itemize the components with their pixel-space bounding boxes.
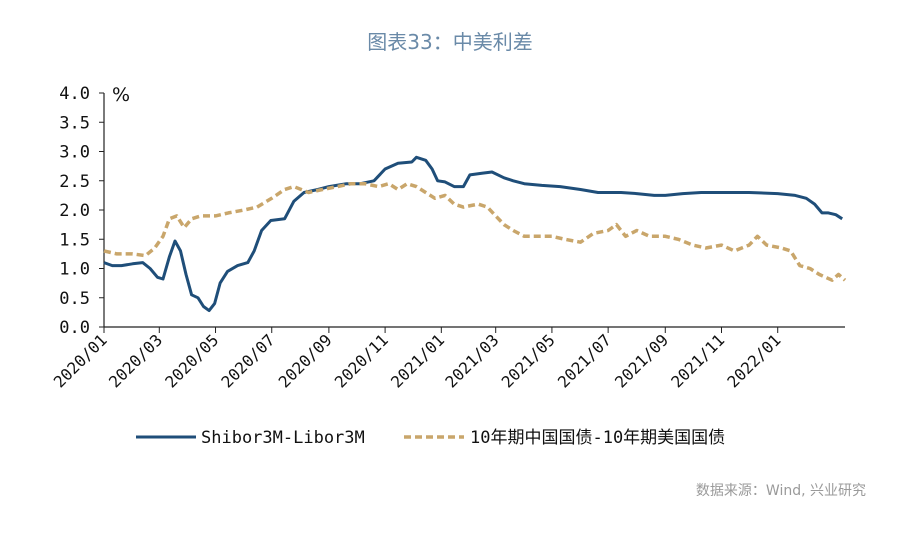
y-tick-label: 0.0 <box>59 318 90 338</box>
y-tick-label: 2.5 <box>59 172 90 192</box>
x-tick-label: 2020/03 <box>105 330 166 391</box>
y-tick-label: 3.5 <box>59 113 90 133</box>
y-tick-label: 4.0 <box>59 84 90 104</box>
x-tick-label: 2022/01 <box>723 330 784 391</box>
series-line-1 <box>103 155 844 313</box>
legend: Shibor3M-Libor3M 10年期中国国债-10年期美国国债 <box>136 428 725 448</box>
x-tick-label: 2021/11 <box>667 330 728 391</box>
y-tick-label: 0.5 <box>59 289 90 309</box>
x-tick-label: 2021/09 <box>611 330 672 391</box>
y-tick-label: 1.0 <box>59 260 90 280</box>
x-tick-label: 2021/03 <box>441 330 502 391</box>
legend-label-series-2: 10年期中国国债-10年期美国国债 <box>470 428 725 448</box>
x-tick-label: 2020/01 <box>50 330 111 391</box>
series-lines <box>103 155 847 313</box>
y-axis-unit: % <box>112 84 130 106</box>
y-tick-label: 3.0 <box>59 143 90 163</box>
x-tick-label: 2020/09 <box>275 330 336 391</box>
x-tick-label: 2021/01 <box>387 330 448 391</box>
x-tick-label: 2021/07 <box>554 330 615 391</box>
y-tick-label: 1.5 <box>59 230 90 250</box>
y-tick-label: 2.0 <box>59 201 90 221</box>
x-tick-label: 2020/11 <box>331 330 392 391</box>
chart-title: 图表33：中美利差 <box>367 30 533 54</box>
data-source: 数据来源：Wind, 兴业研究 <box>695 483 866 499</box>
x-tick-label: 2020/05 <box>161 330 222 391</box>
series-line-2 <box>103 181 847 282</box>
legend-label-series-1: Shibor3M-Libor3M <box>201 428 365 448</box>
axes: 4.03.53.02.52.01.51.00.50.0%2020/012020/… <box>50 84 845 392</box>
x-tick-label: 2021/05 <box>498 330 559 391</box>
x-tick-label: 2020/07 <box>217 330 278 391</box>
